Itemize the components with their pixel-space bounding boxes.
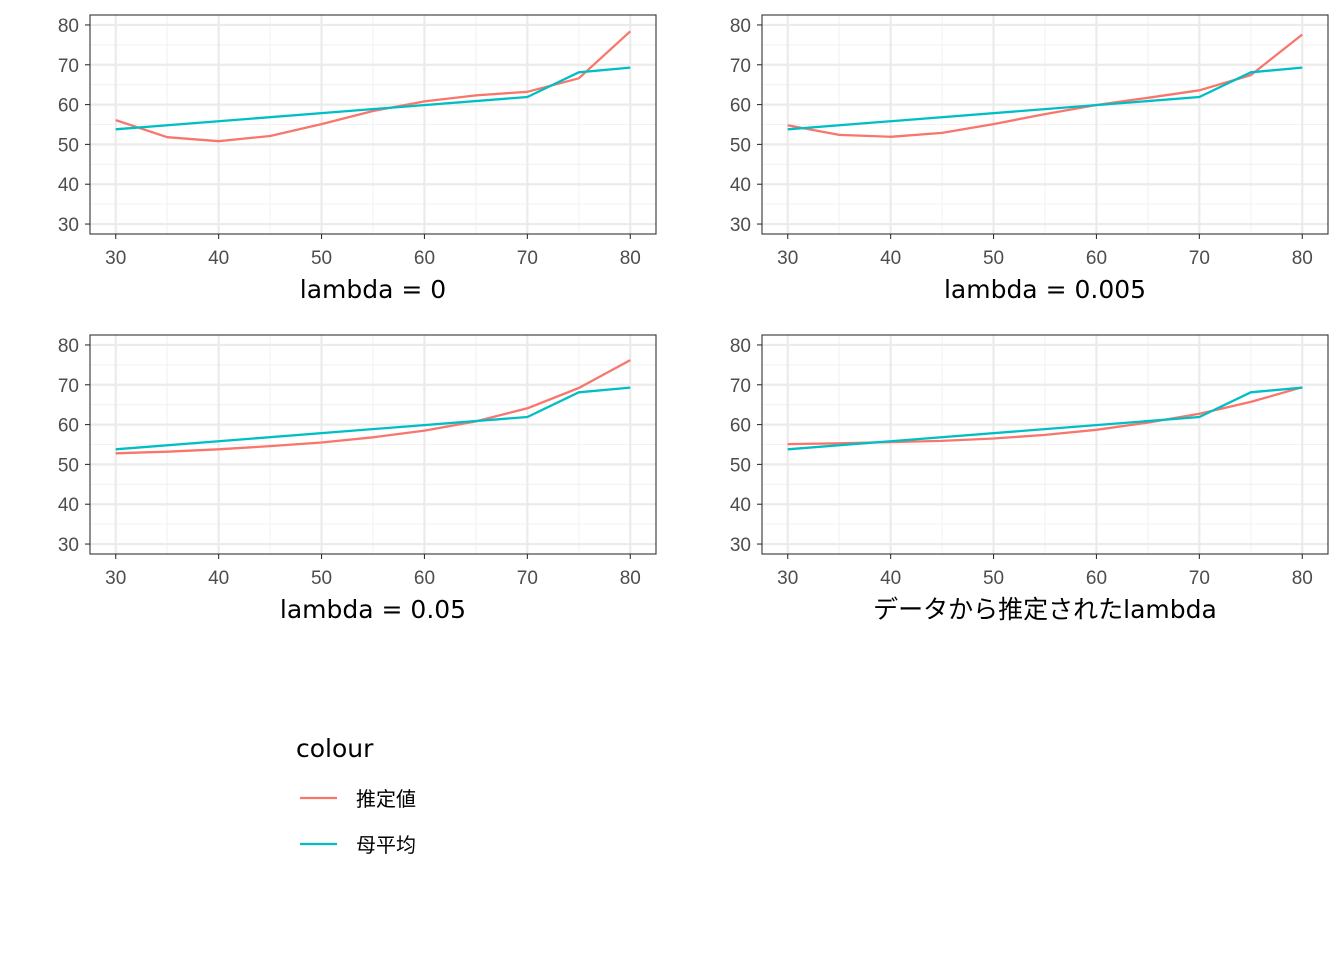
series-line-estimate	[787, 33, 1304, 138]
x-tick-label: 70	[517, 568, 538, 589]
y-tick-label: 80	[730, 16, 751, 37]
y-tick-label: 50	[730, 135, 751, 156]
x-tick-label: 60	[1086, 248, 1107, 269]
x-tick-label: 50	[983, 568, 1004, 589]
y-tick-label: 60	[58, 416, 79, 437]
series-line-population-mean	[787, 66, 1303, 131]
chart-panel-3: 30 40 50 60 70 80 30 40 50 60 70 80 lambda = 0.05	[58, 334, 657, 624]
x-tick-label: 70	[517, 248, 538, 269]
series-line-population-mean	[115, 66, 631, 131]
y-tick-label: 40	[730, 495, 751, 516]
x-tick-label: 30	[777, 248, 798, 269]
series-line-estimate	[115, 30, 632, 143]
y-tick-label: 40	[58, 175, 79, 196]
x-tick-label: 40	[208, 248, 229, 269]
panels: 30 40 50 60 70 80 30 40 50 60 70 80 lambda = 0 30 40 50…	[58, 14, 1329, 624]
y-tick-label: 70	[730, 56, 751, 77]
y-tick-label: 80	[58, 336, 79, 357]
panel-border	[89, 14, 657, 235]
y-tick-label: 40	[58, 495, 79, 516]
panel-border	[761, 14, 1329, 235]
y-tick-label: 70	[58, 56, 79, 77]
y-tick-label: 30	[58, 535, 79, 556]
x-axis-title: lambda = 0	[300, 275, 446, 304]
y-tick-label: 60	[730, 96, 751, 117]
chart-panel-1: 30 40 50 60 70 80 30 40 50 60 70 80 lambda = 0	[58, 14, 657, 304]
legend-title: colour	[296, 734, 374, 763]
y-tick-label: 70	[58, 376, 79, 397]
x-tick-label: 60	[1086, 568, 1107, 589]
x-tick-label: 50	[311, 248, 332, 269]
x-tick-label: 80	[620, 248, 641, 269]
legend-label-population-mean: 母平均	[356, 833, 416, 857]
chart-panel-2: 30 40 50 60 70 80 30 40 50 60 70 80 lambda = 0.005	[730, 14, 1329, 304]
y-tick-label: 30	[730, 215, 751, 236]
x-tick-label: 40	[208, 568, 229, 589]
x-tick-label: 50	[983, 248, 1004, 269]
x-axis-title: lambda = 0.005	[944, 275, 1146, 304]
x-tick-label: 30	[105, 568, 126, 589]
x-tick-label: 30	[777, 568, 798, 589]
x-tick-label: 40	[880, 568, 901, 589]
legend: colour 推定値 母平均	[296, 734, 416, 857]
panel-border	[761, 334, 1329, 555]
panel-border	[89, 334, 657, 555]
y-tick-label: 70	[730, 376, 751, 397]
y-tick-label: 80	[58, 16, 79, 37]
series-line-estimate	[115, 359, 631, 455]
x-tick-label: 60	[414, 248, 435, 269]
legend-label-estimate: 推定値	[356, 787, 416, 811]
x-tick-label: 50	[311, 568, 332, 589]
x-tick-label: 70	[1189, 568, 1210, 589]
series-line-population-mean	[115, 386, 631, 451]
y-tick-label: 30	[730, 535, 751, 556]
y-tick-label: 40	[730, 175, 751, 196]
y-tick-label: 50	[730, 455, 751, 476]
x-tick-label: 80	[1292, 248, 1313, 269]
y-tick-label: 60	[58, 96, 79, 117]
x-tick-label: 60	[414, 568, 435, 589]
x-tick-label: 80	[620, 568, 641, 589]
series-line-population-mean	[787, 386, 1303, 451]
x-tick-label: 30	[105, 248, 126, 269]
x-axis-title: lambda = 0.05	[280, 595, 466, 624]
y-tick-label: 50	[58, 135, 79, 156]
chart-panel-4: 30 40 50 60 70 80 30 40 50 60 70 80 データから推定されたlambda	[730, 334, 1329, 624]
x-tick-label: 70	[1189, 248, 1210, 269]
x-axis-title: データから推定されたlambda	[873, 595, 1217, 624]
x-tick-label: 80	[1292, 568, 1313, 589]
legend-item-estimate: 推定値	[300, 787, 416, 811]
y-tick-label: 50	[58, 455, 79, 476]
y-tick-label: 60	[730, 416, 751, 437]
y-tick-label: 30	[58, 215, 79, 236]
y-tick-label: 80	[730, 336, 751, 357]
x-tick-label: 40	[880, 248, 901, 269]
legend-item-population-mean: 母平均	[300, 833, 416, 857]
